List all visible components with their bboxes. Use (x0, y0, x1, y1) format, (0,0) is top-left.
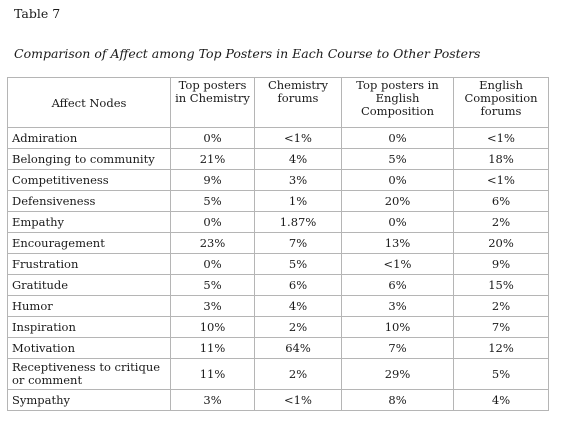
top-posters-chemistry-cell: 5% (170, 274, 255, 296)
english-forums-cell: 2% (453, 295, 549, 317)
table-body: Admiration 0% <1% 0% <1% Belonging to communi… (7, 127, 549, 411)
top-posters-chemistry-cell: 3% (170, 389, 255, 411)
english-forums-cell: 2% (453, 211, 549, 233)
column-header-top-posters-english: Top posters in English Composition (341, 77, 454, 128)
top-posters-english-cell: 10% (341, 316, 454, 338)
top-posters-english-cell: 3% (341, 295, 454, 317)
affect-node-cell: Inspiration (7, 316, 171, 338)
affect-node-cell: Encouragement (7, 232, 171, 254)
table-header-row: Affect Nodes Top posters in Chemistry Ch… (7, 77, 549, 128)
table-row: Frustration 0% 5% <1% 9% (7, 253, 549, 275)
top-posters-chemistry-cell: 21% (170, 148, 255, 170)
top-posters-chemistry-cell: 3% (170, 295, 255, 317)
top-posters-english-cell: <1% (341, 253, 454, 275)
english-forums-cell: 6% (453, 190, 549, 212)
top-posters-chemistry-cell: 23% (170, 232, 255, 254)
chemistry-forums-cell: 5% (254, 253, 342, 275)
column-header-english-forums: English Composition forums (453, 77, 549, 128)
table-row: Humor 3% 4% 3% 2% (7, 295, 549, 317)
english-forums-cell: <1% (453, 169, 549, 191)
chemistry-forums-cell: 1% (254, 190, 342, 212)
affect-node-cell: Defensiveness (7, 190, 171, 212)
english-forums-cell: 4% (453, 389, 549, 411)
table-row: Gratitude 5% 6% 6% 15% (7, 274, 549, 296)
english-forums-cell: 9% (453, 253, 549, 275)
table-label: Table 7 (14, 6, 61, 21)
top-posters-chemistry-cell: 10% (170, 316, 255, 338)
top-posters-english-cell: 8% (341, 389, 454, 411)
table-row: Motivation 11% 64% 7% 12% (7, 337, 549, 359)
table-caption: Comparison of Affect among Top Posters i… (14, 46, 481, 61)
top-posters-chemistry-cell: 5% (170, 190, 255, 212)
chemistry-forums-cell: 64% (254, 337, 342, 359)
top-posters-chemistry-cell: 11% (170, 358, 255, 390)
column-header-top-posters-chemistry: Top posters in Chemistry (170, 77, 255, 128)
table-row: Sympathy 3% <1% 8% 4% (7, 389, 549, 411)
table-row: Inspiration 10% 2% 10% 7% (7, 316, 549, 338)
chemistry-forums-cell: 4% (254, 295, 342, 317)
column-header-affect-nodes: Affect Nodes (7, 77, 171, 128)
affect-node-cell: Admiration (7, 127, 171, 149)
top-posters-chemistry-cell: 0% (170, 211, 255, 233)
top-posters-chemistry-cell: 9% (170, 169, 255, 191)
affect-node-cell: Gratitude (7, 274, 171, 296)
english-forums-cell: 5% (453, 358, 549, 390)
top-posters-english-cell: 5% (341, 148, 454, 170)
affect-node-cell: Humor (7, 295, 171, 317)
english-forums-cell: <1% (453, 127, 549, 149)
affect-node-cell: Competitiveness (7, 169, 171, 191)
top-posters-chemistry-cell: 0% (170, 253, 255, 275)
chemistry-forums-cell: 2% (254, 358, 342, 390)
top-posters-english-cell: 0% (341, 211, 454, 233)
chemistry-forums-cell: 7% (254, 232, 342, 254)
affect-node-cell: Belonging to community (7, 148, 171, 170)
affect-node-cell: Receptiveness to critique or comment (7, 358, 171, 390)
top-posters-english-cell: 0% (341, 127, 454, 149)
column-header-chemistry-forums: Chemistry forums (254, 77, 342, 128)
top-posters-english-cell: 7% (341, 337, 454, 359)
top-posters-english-cell: 29% (341, 358, 454, 390)
affect-node-cell: Motivation (7, 337, 171, 359)
english-forums-cell: 15% (453, 274, 549, 296)
chemistry-forums-cell: <1% (254, 389, 342, 411)
chemistry-forums-cell: 6% (254, 274, 342, 296)
affect-comparison-table: Affect Nodes Top posters in Chemistry Ch… (7, 77, 549, 411)
top-posters-english-cell: 20% (341, 190, 454, 212)
top-posters-english-cell: 0% (341, 169, 454, 191)
chemistry-forums-cell: 2% (254, 316, 342, 338)
table-row: Receptiveness to critique or comment 11% 2… (7, 358, 549, 390)
table-row: Defensiveness 5% 1% 20% 6% (7, 190, 549, 212)
english-forums-cell: 18% (453, 148, 549, 170)
top-posters-english-cell: 6% (341, 274, 454, 296)
table-row: Competitiveness 9% 3% 0% <1% (7, 169, 549, 191)
chemistry-forums-cell: <1% (254, 127, 342, 149)
chemistry-forums-cell: 4% (254, 148, 342, 170)
affect-node-cell: Sympathy (7, 389, 171, 411)
affect-node-cell: Empathy (7, 211, 171, 233)
chemistry-forums-cell: 1.87% (254, 211, 342, 233)
table-row: Belonging to community 21% 4% 5% 18% (7, 148, 549, 170)
english-forums-cell: 7% (453, 316, 549, 338)
top-posters-chemistry-cell: 0% (170, 127, 255, 149)
affect-node-cell: Frustration (7, 253, 171, 275)
top-posters-english-cell: 13% (341, 232, 454, 254)
top-posters-chemistry-cell: 11% (170, 337, 255, 359)
chemistry-forums-cell: 3% (254, 169, 342, 191)
english-forums-cell: 20% (453, 232, 549, 254)
table-row: Admiration 0% <1% 0% <1% (7, 127, 549, 149)
english-forums-cell: 12% (453, 337, 549, 359)
table-row: Empathy 0% 1.87% 0% 2% (7, 211, 549, 233)
table-row: Encouragement 23% 7% 13% 20% (7, 232, 549, 254)
